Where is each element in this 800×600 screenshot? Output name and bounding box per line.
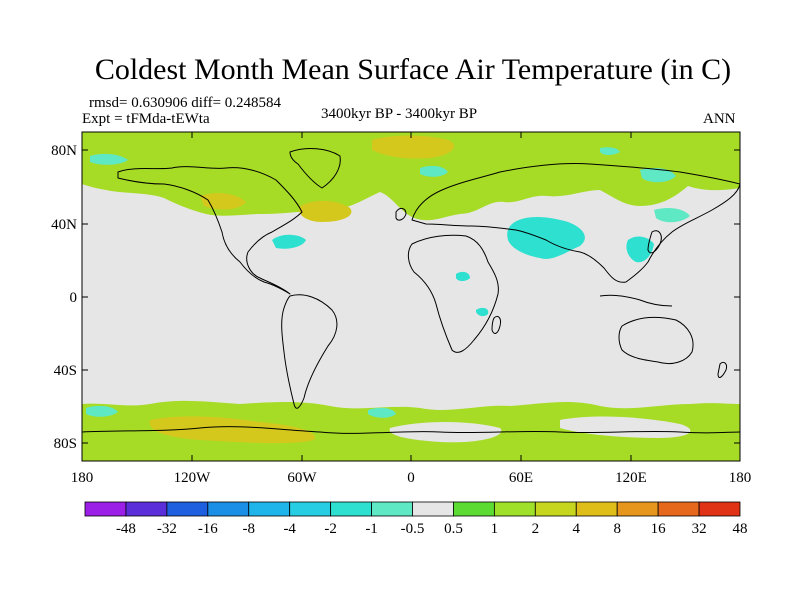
colorbar-swatch bbox=[412, 501, 454, 517]
new-zealand-outline bbox=[717, 361, 727, 378]
colorbar-label: 32 bbox=[692, 521, 707, 537]
colorbar-swatch bbox=[698, 501, 741, 517]
colorbar-label: -2 bbox=[324, 521, 337, 537]
colorbar-swatch bbox=[166, 501, 209, 517]
lon-tick-label: 0 bbox=[407, 470, 415, 486]
colorbar-swatch bbox=[453, 501, 495, 517]
arctic-warm-anomaly bbox=[372, 135, 455, 159]
lat-tick-label: 40S bbox=[54, 363, 77, 379]
arctic-coastal-cold-patch bbox=[600, 147, 620, 155]
lon-tick-label: 180 bbox=[71, 470, 94, 486]
colorbar-label: 2 bbox=[532, 521, 540, 537]
season-label: ANN bbox=[703, 111, 736, 127]
lon-tick-label: 120W bbox=[174, 470, 212, 486]
colorbar-swatch bbox=[493, 501, 536, 517]
colorbar-swatch bbox=[575, 501, 618, 517]
atlantic-negative-anomaly bbox=[272, 234, 306, 249]
lat-tick-label: 0 bbox=[70, 290, 78, 306]
map-panel bbox=[82, 132, 740, 461]
lat-tick-label: 40N bbox=[51, 217, 77, 233]
colorbar-label: -4 bbox=[283, 521, 296, 537]
experiment-label: Expt = tFMda-tEWta bbox=[82, 111, 210, 127]
greenland-cold-patch bbox=[90, 153, 128, 165]
colorbar-label: 0.5 bbox=[444, 521, 463, 537]
rift-valley-negative-anomaly bbox=[476, 307, 489, 317]
siberia-cold-patch bbox=[640, 168, 676, 183]
madagascar-outline bbox=[491, 315, 501, 334]
axis-ticks: 80N 40N 0 40S 80S 180 120W 60W 0 60E 120E 180 bbox=[51, 132, 751, 486]
continent-outlines bbox=[82, 148, 740, 434]
colorbar-swatch bbox=[289, 501, 332, 517]
colorbar-swatch bbox=[371, 501, 413, 517]
colorbar-label: -0.5 bbox=[401, 521, 425, 537]
stats-label: rmsd= 0.630906 diff= 0.248584 bbox=[89, 95, 282, 111]
lat-tick-label: 80N bbox=[51, 143, 77, 159]
colorbar-label: 8 bbox=[613, 521, 621, 537]
colorbar-label: -32 bbox=[157, 521, 177, 537]
north-america-outline bbox=[117, 166, 303, 295]
colorbar-label: -16 bbox=[198, 521, 218, 537]
uk-outline bbox=[395, 207, 407, 221]
colorbar-swatch bbox=[657, 501, 700, 517]
colorbar-swatch bbox=[534, 501, 577, 517]
colorbar-label: -1 bbox=[365, 521, 378, 537]
arctic-positive-anomaly-field bbox=[82, 132, 740, 221]
lon-tick-label: 60E bbox=[509, 470, 533, 486]
colorbar-swatch bbox=[616, 501, 659, 517]
colorbar-swatch bbox=[248, 501, 291, 517]
colorbar-label: 16 bbox=[651, 521, 667, 537]
antarctic-warm-anomaly bbox=[149, 416, 316, 444]
south-america-outline bbox=[281, 294, 338, 409]
indonesia-outline bbox=[599, 294, 673, 307]
colorbar-swatch bbox=[330, 501, 372, 517]
colorbar-label: 1 bbox=[491, 521, 499, 537]
colorbar: -48 -32 -16 -8 -4 -2 -1 -0.5 0.5 1 2 4 8 16 32 48 bbox=[84, 501, 748, 537]
colorbar-label: -48 bbox=[116, 521, 136, 537]
colorbar-swatch bbox=[84, 501, 127, 517]
africa-negative-anomaly bbox=[456, 271, 470, 281]
arctic-cold-patch bbox=[420, 165, 448, 177]
lat-tick-label: 80S bbox=[54, 436, 77, 452]
colorbar-label: 48 bbox=[733, 521, 748, 537]
lon-tick-label: 120E bbox=[615, 470, 647, 486]
north-atlantic-warm-anomaly bbox=[299, 200, 352, 222]
lon-tick-label: 180 bbox=[729, 470, 752, 486]
lon-tick-label: 60W bbox=[287, 470, 317, 486]
period-label: 3400kyr BP - 3400kyr BP bbox=[321, 106, 478, 122]
africa-outline bbox=[407, 234, 499, 353]
eurasia-outline bbox=[411, 162, 740, 283]
colorbar-label: 4 bbox=[573, 521, 581, 537]
east-asia-negative-anomaly bbox=[626, 236, 654, 263]
southern-ocean-cold-patch-2 bbox=[368, 407, 396, 418]
colorbar-swatch bbox=[125, 501, 168, 517]
map-title: Coldest Month Mean Surface Air Temperatu… bbox=[94, 53, 732, 86]
colorbar-swatch bbox=[207, 501, 250, 517]
antarctica-outline bbox=[82, 426, 740, 434]
colorbar-label: -8 bbox=[243, 521, 256, 537]
japan-outline bbox=[647, 230, 662, 254]
southern-ocean-cold-patch-1 bbox=[86, 405, 118, 417]
greenland-outline bbox=[289, 148, 341, 189]
pacific-cold-patch bbox=[654, 208, 690, 223]
australia-outline bbox=[618, 317, 694, 365]
